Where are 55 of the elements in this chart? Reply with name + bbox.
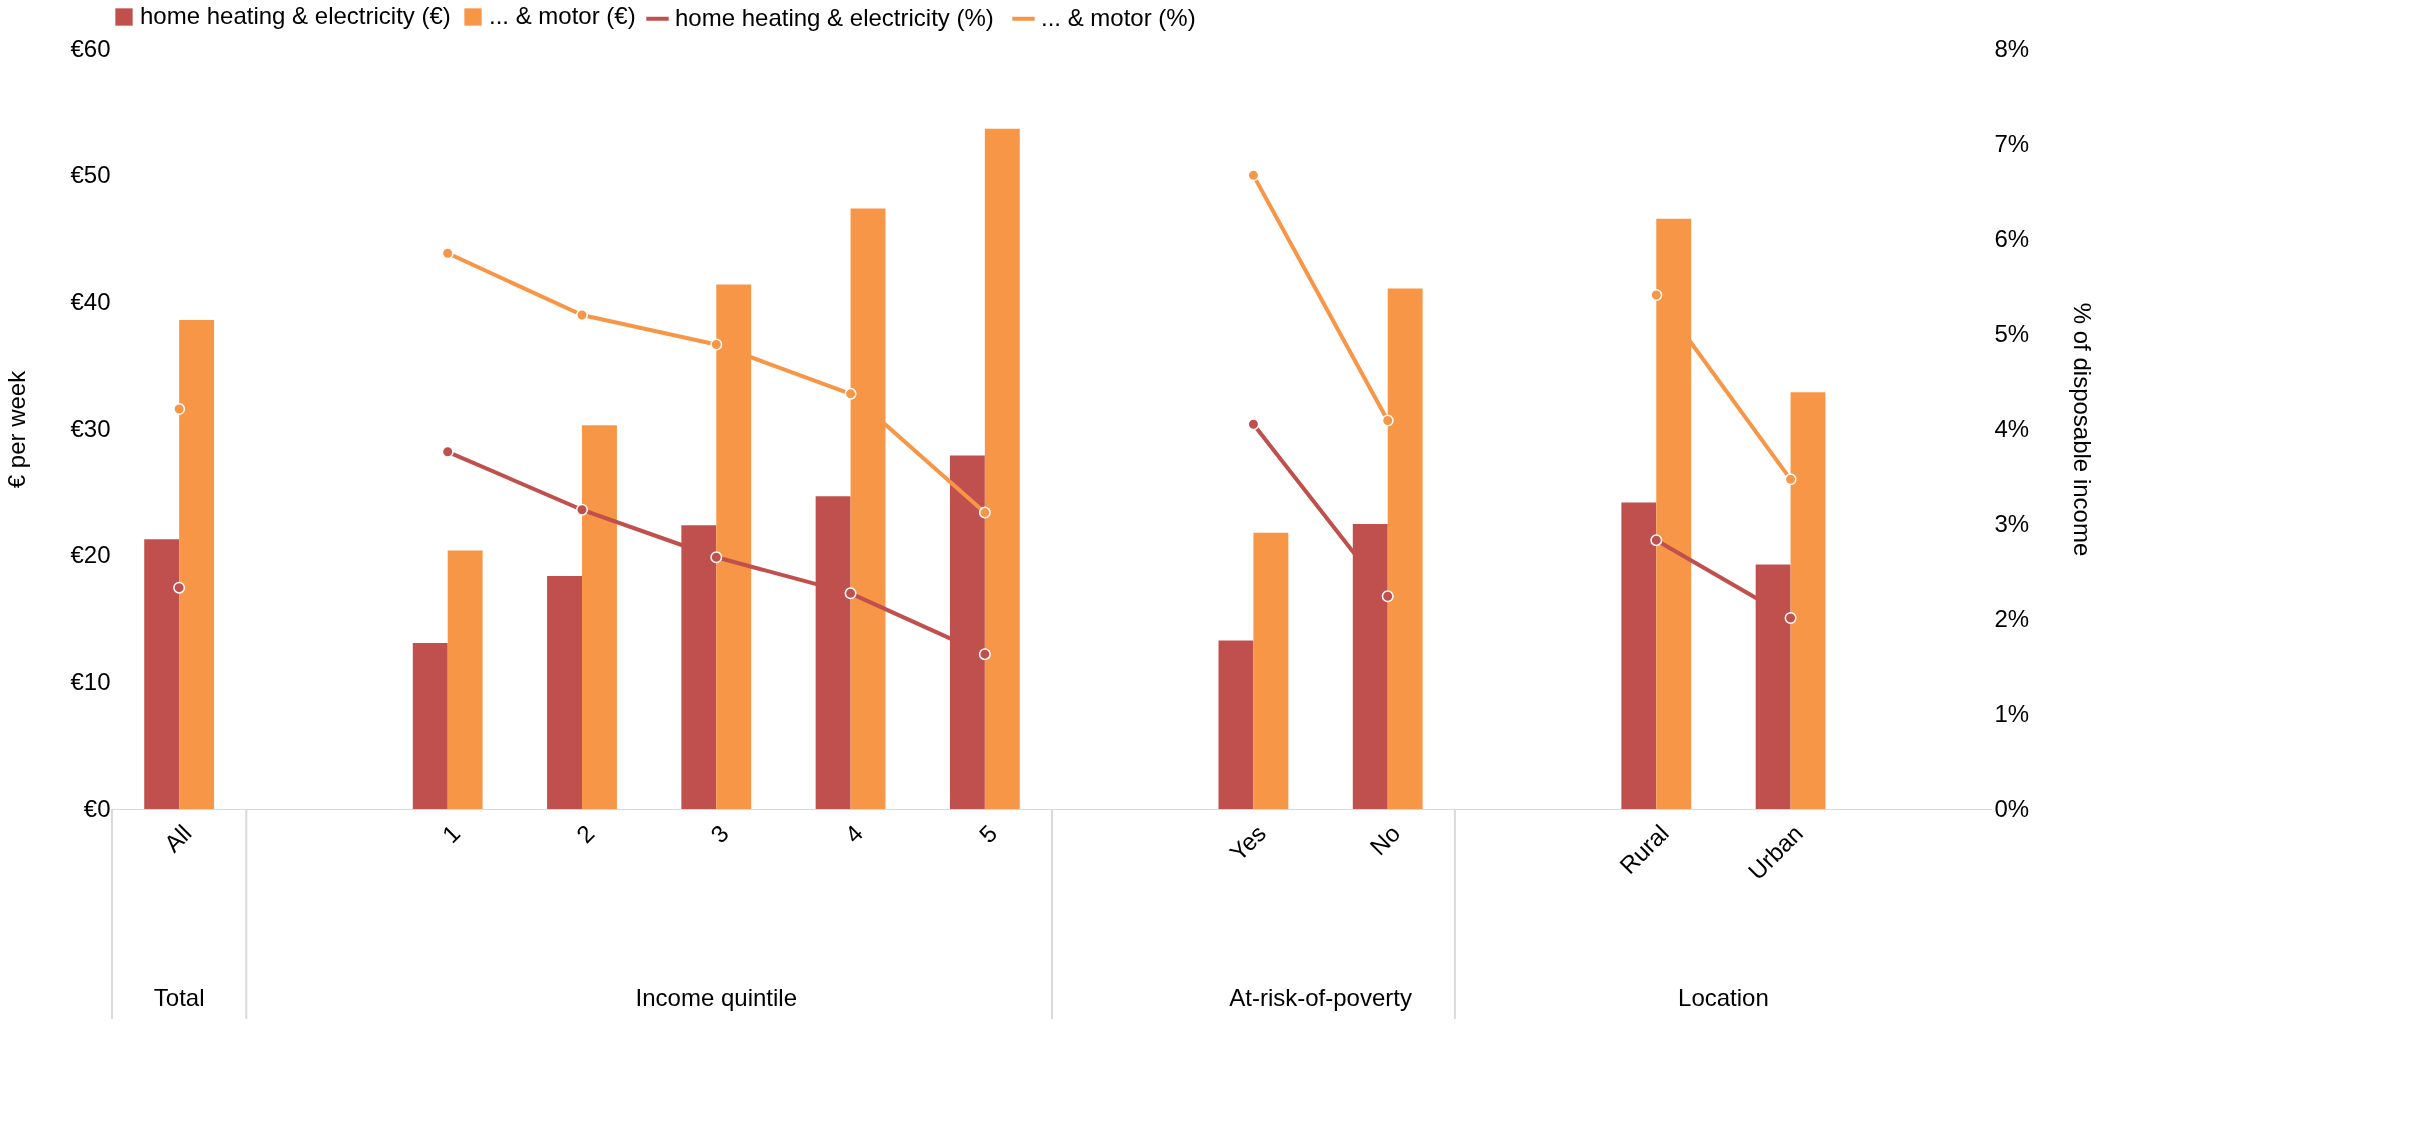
- y2-tick-label: 7%: [1994, 129, 2030, 157]
- point: [1650, 289, 1663, 302]
- y2-tick-label: 1%: [1994, 699, 2030, 727]
- legend-label: ... & motor (%): [1041, 3, 1196, 31]
- point: [844, 387, 857, 400]
- y2-tick-label: 4%: [1994, 414, 2030, 442]
- point: [173, 403, 186, 416]
- bar: [447, 550, 483, 809]
- x-tick-label: No: [1364, 819, 1406, 861]
- y2-tick-label: 2%: [1994, 604, 2030, 632]
- y-tick-label: €10: [70, 667, 111, 695]
- y-tick-label: €30: [70, 414, 111, 442]
- y-tick-label: €40: [70, 287, 111, 315]
- point: [844, 587, 857, 600]
- x-tick-label: 5: [973, 819, 1003, 848]
- point: [1784, 612, 1797, 625]
- point: [710, 338, 723, 351]
- y-tick-label: €0: [83, 794, 111, 822]
- point: [978, 506, 991, 519]
- point: [1784, 473, 1797, 486]
- legend-label: home heating & electricity (%): [675, 3, 994, 31]
- legend-label: ... & motor (€): [489, 2, 636, 29]
- x-tick-label: 4: [839, 819, 869, 848]
- point: [1381, 590, 1394, 603]
- y2-tick-label: 5%: [1994, 319, 2030, 347]
- text: Location: [1678, 984, 1769, 1011]
- y2-tick-label: 3%: [1994, 509, 2030, 537]
- point: [1650, 534, 1663, 547]
- y2-tick-label: 0%: [1994, 794, 2030, 822]
- text: Income quintile: [635, 984, 797, 1011]
- text: At-risk-of-poverty: [1229, 984, 1412, 1011]
- point: [173, 581, 186, 594]
- x-tick-label: 3: [705, 819, 734, 848]
- x-tick-label: 2: [570, 819, 600, 848]
- bar: [547, 575, 582, 809]
- y2-axis-title: % of disposable income: [2069, 302, 2097, 557]
- y-tick-label: €60: [70, 34, 111, 62]
- x-tick-label: 1: [436, 819, 466, 848]
- y-tick-label: €50: [70, 161, 111, 189]
- y2-tick-label: 8%: [1994, 34, 2030, 62]
- point: [576, 503, 588, 516]
- y-axis-title: € per week: [3, 369, 31, 489]
- point: [710, 551, 723, 564]
- bar: [1253, 532, 1289, 809]
- y-tick-label: €20: [70, 541, 111, 569]
- bar: [1218, 640, 1254, 809]
- point: [576, 309, 588, 321]
- y2-tick-label: 6%: [1994, 224, 2030, 252]
- legend-label: home heating & electricity (€): [140, 2, 451, 29]
- bar: [412, 643, 448, 809]
- point: [978, 648, 991, 661]
- x-tick-label: All: [158, 819, 197, 858]
- x-tick-label: Yes: [1224, 819, 1271, 867]
- bar: [582, 425, 617, 809]
- text: Total: [153, 984, 205, 1011]
